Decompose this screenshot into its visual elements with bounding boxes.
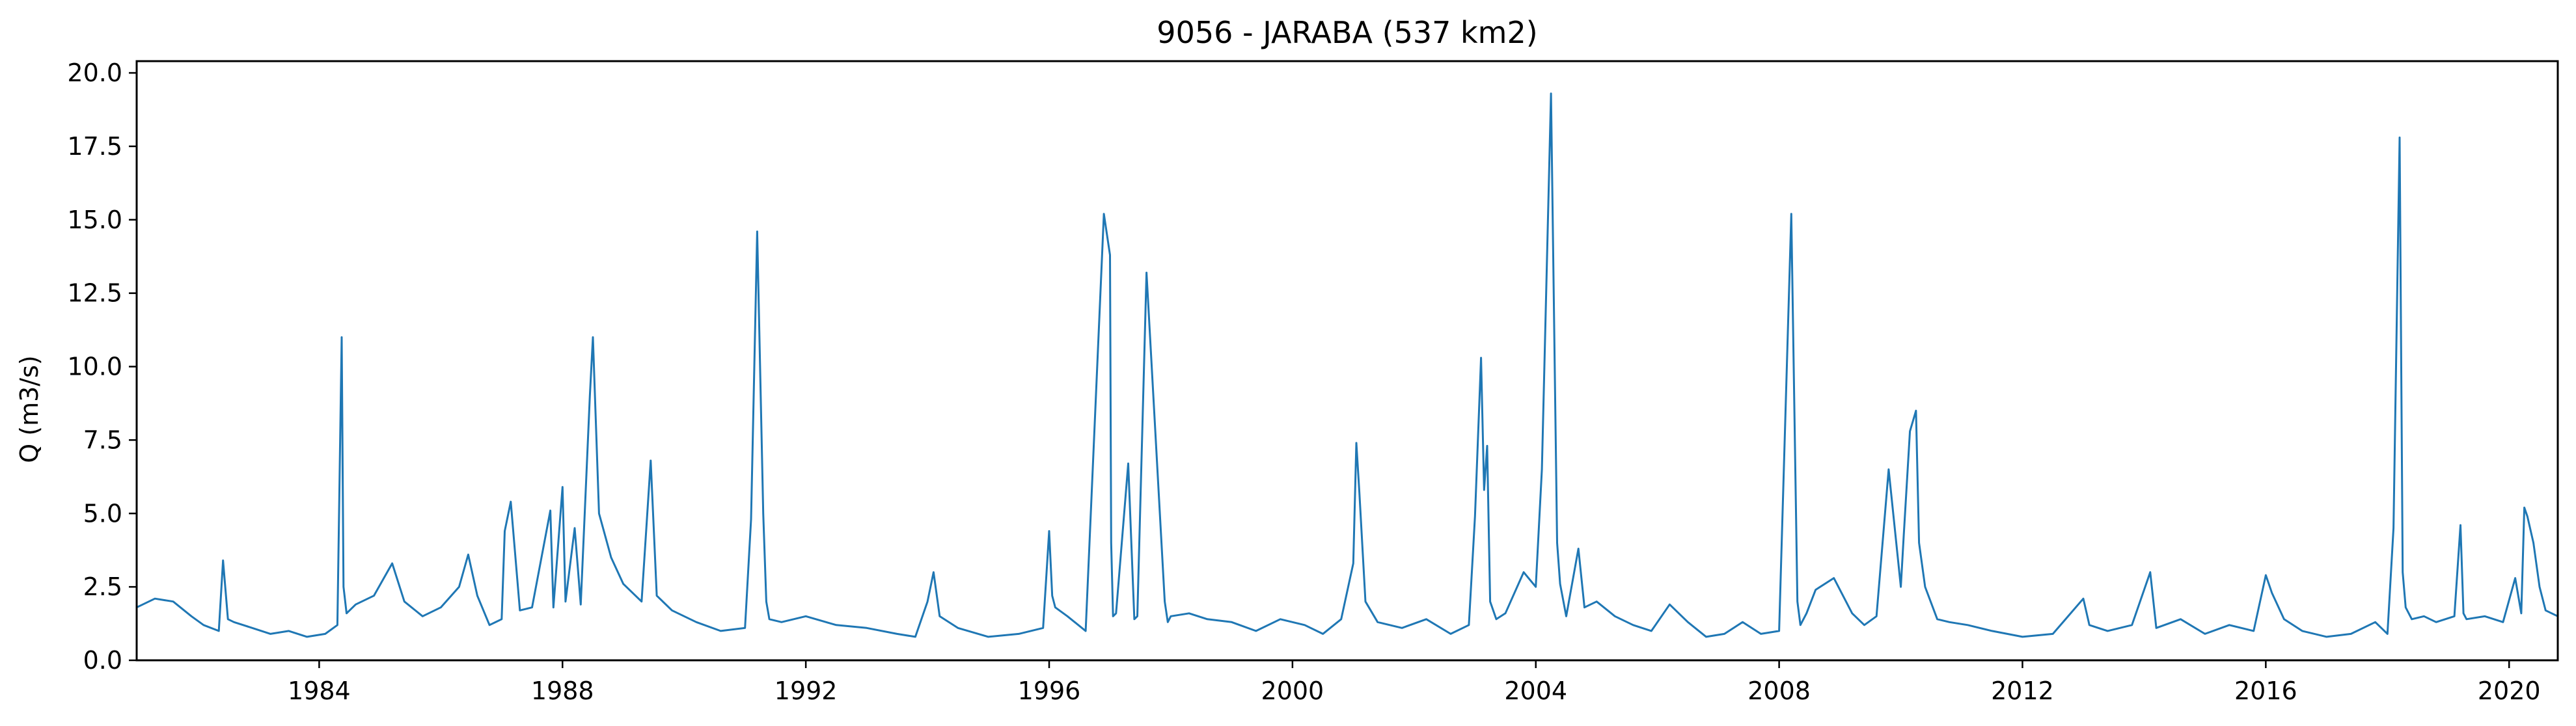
y-tick-label: 7.5 — [83, 425, 122, 454]
x-tick-label: 2004 — [1504, 677, 1567, 705]
y-tick-label: 10.0 — [67, 353, 122, 381]
x-tick-label: 1988 — [531, 677, 594, 705]
series-line-0 — [136, 92, 2558, 638]
y-tick-label: 2.5 — [83, 572, 122, 601]
x-tick-label: 1992 — [774, 677, 838, 705]
x-tick-label: 2000 — [1261, 677, 1324, 705]
series-layer — [136, 92, 2558, 638]
plot-frame — [135, 60, 2559, 662]
chart-title: 9056 - JARABA (537 km2) — [1157, 15, 1537, 50]
x-tick-label: 1984 — [288, 677, 351, 705]
y-tick-label: 12.5 — [67, 279, 122, 308]
y-axis: 0.0 2.5 5.0 7.5 10.0 12.5 15.0 17.5 20.0 — [67, 59, 137, 675]
x-tick-label: 2020 — [2478, 677, 2541, 705]
y-tick-label: 15.0 — [67, 206, 122, 234]
y-tick-label: 17.5 — [67, 132, 122, 161]
y-axis-label: Q (m3/s) — [15, 355, 44, 463]
x-tick-label: 2012 — [1991, 677, 2054, 705]
x-tick-label: 2008 — [1747, 677, 1811, 705]
y-tick-label: 5.0 — [83, 499, 122, 528]
x-tick-label: 2016 — [2234, 677, 2297, 705]
y-tick-label: 20.0 — [67, 59, 122, 87]
x-tick-label: 1996 — [1018, 677, 1081, 705]
x-axis: 1984 1988 1992 1996 2000 2004 2008 2012 2016 2020 — [288, 660, 2541, 705]
y-tick-label: 0.0 — [83, 646, 122, 675]
